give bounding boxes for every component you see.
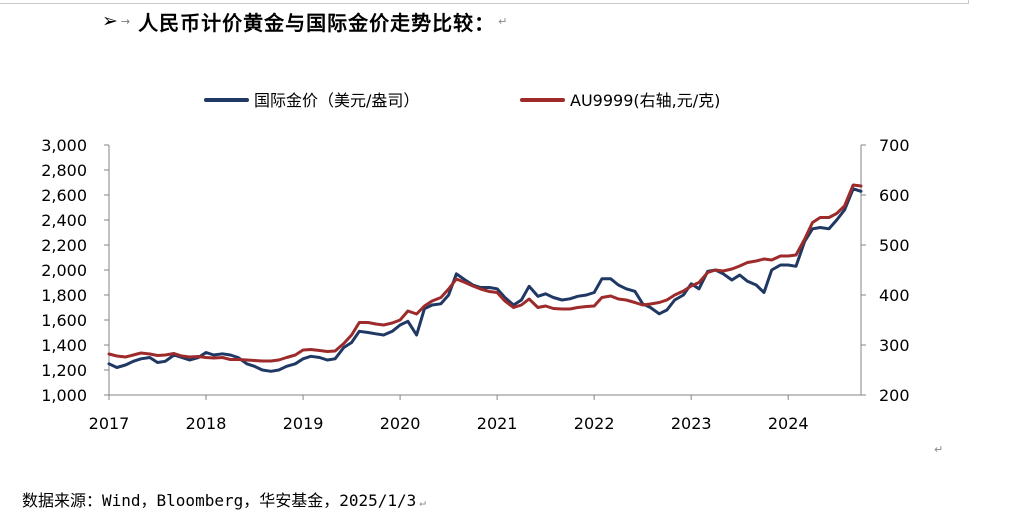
- right-y-tick-label: 700: [879, 136, 910, 155]
- chart-legend: 国际金价（美元/盎司） AU9999(右轴,元/克): [204, 91, 720, 110]
- left-y-tick-label: 2,600: [41, 186, 87, 205]
- left-y-tick-label: 2,000: [41, 261, 87, 280]
- x-tick-label: 2021: [477, 414, 518, 433]
- top-border-corner: [968, 0, 969, 4]
- left-y-tick-label: 3,000: [41, 136, 87, 155]
- left-y-tick-label: 1,600: [41, 311, 87, 330]
- x-tick-label: 2017: [89, 414, 130, 433]
- series-line-au9999: [107, 183, 863, 363]
- paragraph-mark-icon: ↵: [498, 14, 508, 28]
- legend-label-au9999: AU9999(右轴,元/克): [570, 91, 720, 110]
- heading-title: 人民币计价黄金与国际金价走势比较：: [138, 10, 496, 35]
- arrow-bullet-icon: ➢: [102, 10, 118, 32]
- left-y-tick-label: 2,800: [41, 161, 87, 180]
- paragraph-mark-icon: ↵: [419, 496, 426, 509]
- data-source-text: 数据来源：Wind，Bloomberg，华安基金，2025/1/3: [22, 491, 417, 510]
- paragraph-mark-icon: ↵: [934, 443, 944, 456]
- x-tick-label: 2018: [186, 414, 227, 433]
- chart-series-layer: [107, 183, 863, 373]
- top-border-line: [0, 3, 968, 4]
- left-y-tick-label: 2,400: [41, 211, 87, 230]
- data-source-note: 数据来源：Wind，Bloomberg，华安基金，2025/1/3 ↵: [22, 487, 426, 511]
- series-line-international-gold: [107, 187, 863, 373]
- left-y-tick-label: 1,200: [41, 361, 87, 380]
- section-heading: ➢ → 人民币计价黄金与国际金价走势比较： ↵: [102, 6, 507, 36]
- tab-mark: →: [120, 14, 131, 28]
- right-y-tick-label: 300: [879, 336, 910, 355]
- right-y-tick-label: 200: [879, 386, 910, 405]
- legend-label-international-gold: 国际金价（美元/盎司）: [254, 91, 419, 110]
- chart-axes: 1,000 1,200 1,400 1,600 1,800 2,000 2,200 2,400…: [41, 136, 909, 433]
- x-tick-label: 2020: [380, 414, 421, 433]
- x-tick-label: 2022: [574, 414, 615, 433]
- x-tick-label: 2023: [671, 414, 712, 433]
- left-y-tick-label: 2,200: [41, 236, 87, 255]
- x-tick-label: 2019: [283, 414, 324, 433]
- right-y-tick-label: 500: [879, 236, 910, 255]
- left-y-tick-label: 1,400: [41, 336, 87, 355]
- left-y-tick-label: 1,000: [41, 386, 87, 405]
- right-y-tick-label: 400: [879, 286, 910, 305]
- right-y-tick-label: 600: [879, 186, 910, 205]
- left-y-tick-label: 1,800: [41, 286, 87, 305]
- x-tick-label: 2024: [768, 414, 809, 433]
